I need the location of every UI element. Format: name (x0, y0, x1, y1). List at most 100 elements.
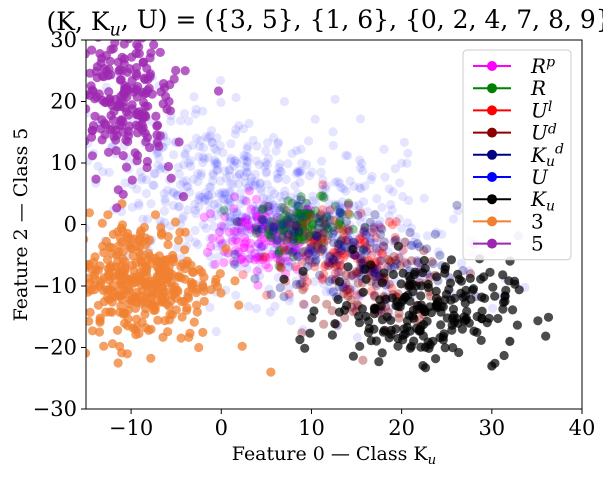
data-point (234, 217, 244, 227)
data-point (233, 237, 243, 247)
data-point (355, 253, 365, 264)
data-point (66, 79, 75, 88)
data-point (250, 180, 261, 190)
data-point (231, 235, 241, 245)
data-point (448, 343, 458, 353)
data-point (360, 222, 370, 232)
data-point (255, 184, 266, 194)
data-point (189, 174, 199, 184)
data-point (415, 325, 425, 335)
data-point (293, 201, 303, 211)
data-point (171, 65, 181, 76)
data-point (326, 287, 336, 297)
data-point (282, 230, 292, 240)
data-point (493, 313, 503, 324)
y-tick-label: −10 (33, 274, 77, 298)
data-point (216, 207, 227, 217)
data-point (226, 179, 236, 189)
data-point (254, 239, 264, 249)
data-point (168, 250, 178, 260)
data-point (366, 175, 376, 185)
data-point (255, 252, 265, 262)
data-point (248, 181, 259, 191)
data-point (295, 208, 305, 218)
data-point (76, 319, 85, 328)
data-point (268, 133, 279, 143)
data-point (291, 222, 301, 232)
data-point (228, 179, 238, 189)
data-point (354, 182, 364, 193)
scatter-points (66, 40, 554, 377)
data-point (300, 282, 310, 292)
data-point (273, 234, 283, 244)
data-point (289, 214, 299, 224)
data-point (306, 210, 316, 220)
data-point (313, 225, 323, 235)
data-point (262, 159, 273, 170)
data-point (487, 303, 498, 313)
data-point (225, 171, 235, 181)
data-point (306, 242, 316, 253)
data-point (86, 132, 97, 142)
data-point (212, 146, 222, 156)
data-point (335, 260, 345, 270)
data-point (212, 242, 222, 252)
data-point (189, 92, 199, 102)
data-point (329, 256, 339, 266)
data-point (211, 274, 221, 284)
data-point (383, 255, 393, 265)
data-point (275, 226, 285, 236)
x-axis-label-text: Feature 0 — Class Ku​ (232, 443, 436, 468)
data-point (211, 326, 221, 337)
data-point (272, 239, 282, 249)
data-point (307, 218, 317, 228)
data-point (117, 115, 127, 125)
data-point (352, 269, 362, 279)
data-point (97, 218, 107, 228)
data-point (269, 189, 280, 199)
data-point (275, 254, 285, 264)
data-point (280, 226, 291, 236)
data-point (276, 217, 286, 228)
data-point (260, 221, 270, 231)
data-point (330, 201, 340, 211)
data-point (258, 215, 268, 225)
series-r-p (199, 186, 329, 290)
data-point (194, 152, 204, 162)
data-point (305, 328, 315, 338)
data-point (244, 118, 254, 128)
data-point (257, 224, 267, 234)
data-point (409, 270, 419, 280)
data-point (155, 268, 165, 278)
data-point (344, 200, 354, 210)
data-point (352, 267, 362, 277)
data-point (244, 254, 254, 264)
data-point (322, 224, 332, 234)
data-point (250, 177, 260, 187)
data-point (339, 252, 349, 262)
data-point (269, 245, 280, 255)
data-point (477, 306, 487, 316)
data-point (131, 71, 141, 81)
data-point (225, 212, 235, 222)
data-point (277, 227, 288, 237)
data-point (317, 205, 328, 215)
data-point (253, 280, 263, 290)
data-point (363, 328, 374, 338)
data-point (303, 209, 313, 219)
data-point (302, 250, 312, 260)
data-point (99, 341, 109, 351)
data-point (308, 196, 318, 206)
data-point (183, 205, 193, 215)
data-point (366, 250, 376, 260)
data-point (389, 252, 399, 262)
data-point (178, 192, 188, 202)
data-point (244, 228, 254, 238)
data-point (328, 228, 338, 239)
data-point (251, 226, 261, 236)
data-point (256, 247, 266, 257)
data-point (299, 222, 310, 232)
data-point (315, 229, 325, 239)
data-point (224, 187, 234, 197)
data-point (361, 274, 371, 284)
